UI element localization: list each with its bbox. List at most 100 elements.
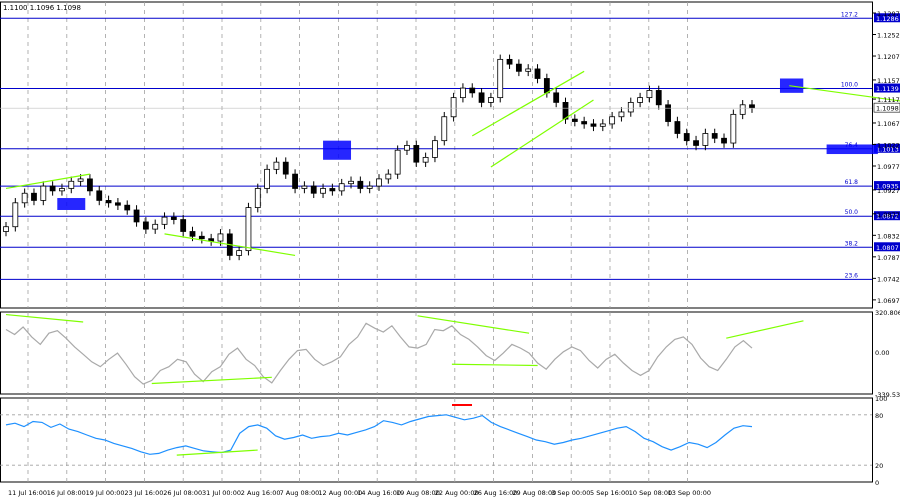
ohlc-readout: 1.1100 1.1096 1.1098 [3,4,81,12]
price-trend-line [471,70,585,137]
level-price-badge [874,211,900,221]
candle-body [198,235,205,240]
candle-body [40,185,47,201]
candle-body [282,161,289,175]
candle-body [674,121,681,134]
candle-body [348,180,354,185]
level-ratio-label: 50.0 [845,209,859,216]
candle-body [590,123,597,127]
level-ratio-label: 61.8 [845,179,859,186]
current-price-badge [873,102,900,113]
level-price-label: 1.0872 [876,213,899,221]
level-price-badge [874,181,900,191]
candle-body [59,188,65,192]
candle-body [236,250,243,256]
x-tick-label: 13 Sep 00:00 [668,489,711,497]
y-tick-label: 1.0977 [877,163,900,171]
candle-body [739,104,746,115]
level-price-badge [874,242,900,252]
x-tick-label: 11 Jul 16:00 [8,489,47,497]
candle-body [543,78,550,94]
candle-body [665,104,671,122]
price-candles: 1.1098 [0,54,900,261]
candle-body [441,116,448,142]
candle-body [189,231,196,237]
price-trend-line [490,99,594,168]
rsi-line [5,414,753,455]
candle-body [478,92,485,103]
level-price-label: 1.1139 [876,85,899,93]
candle-body [87,178,93,192]
candle-body [749,104,755,109]
x-tick-label: 12 Aug 00:00 [318,489,362,497]
candle-body [637,97,643,103]
candle-body [571,118,578,122]
level-price-badge [874,83,900,93]
candle-body [432,140,438,158]
candle-body [693,140,699,146]
candle-body [254,188,261,208]
indicator-tick-label: 320.8062 [875,309,900,317]
x-tick-label: 26 Aug 16:00 [474,489,518,497]
trend-lines [5,70,900,256]
candle-body [105,200,112,204]
y-tick-label: 1.1067 [877,120,900,128]
candle-body [487,97,494,103]
indicator-trend-line [5,313,84,323]
level-price-label: 1.0807 [876,244,899,252]
candle-body [469,87,476,94]
candle-body [609,116,616,125]
candle-body [170,216,177,220]
indicator-trend-line [451,363,538,367]
indicator-trend-line [176,449,258,456]
candle-body [376,178,382,187]
x-tick-label: 7 Aug 08:00 [280,489,320,497]
candle-body [320,188,326,194]
candle-body [273,161,280,170]
candle-body [460,87,466,99]
y-tick-label: 1.0877 [877,211,900,219]
y-tick-label: 1.1117 [877,96,900,104]
candle-body [721,137,727,144]
candle-body [133,209,140,223]
y-tick-label: 1.1252 [877,32,900,40]
indicator-tick-label: 80 [875,412,883,420]
level-ratio-label: 23.6 [845,272,859,279]
y-tick-label: 1.0742 [877,275,900,283]
indicator-tick-label: -339.5329 [875,391,900,399]
candle-body [161,216,168,225]
candle-body [730,113,737,144]
candle-body [3,226,9,232]
indicator-trend-line [417,315,530,334]
candle-body [96,190,103,201]
y-tick-label: 1.1022 [877,141,900,149]
y-tick-label: 1.0787 [877,254,900,262]
price-trend-line [789,85,900,102]
rsi-indicator: 100 80 20 0 [0,395,887,487]
y-tick-label: 1.1297 [877,10,900,18]
x-tick-label: 19 Aug 08:00 [396,489,440,497]
candle-body [618,111,625,118]
level-price-label: 1.1013 [876,145,899,153]
level-price-label: 1.0935 [876,183,899,191]
indicator-trend-line [726,320,804,339]
candle-body [683,133,690,142]
price-trend-line [5,173,91,190]
y-tick-label: 1.0832 [877,232,900,240]
x-tick-label: 26 Jul 08:00 [163,489,202,497]
highlight-zone [57,198,86,210]
level-ratio-label: 100.0 [841,82,858,89]
candle-body [245,207,252,252]
level-price-badge [874,143,900,153]
candle-body [366,185,373,189]
x-tick-label: 10 Sep 08:00 [629,489,672,497]
x-tick-label: 3 Sep 00:00 [551,489,590,497]
x-tick-label: 31 Jul 00:00 [202,489,241,497]
candle-body [301,185,308,189]
fibonacci-levels: 127.21.1286100.01.113976.41.101361.81.09… [0,11,900,280]
candle-body [142,221,149,230]
candle-body [581,121,588,125]
candle-body [68,180,75,189]
candle-body [450,97,457,118]
